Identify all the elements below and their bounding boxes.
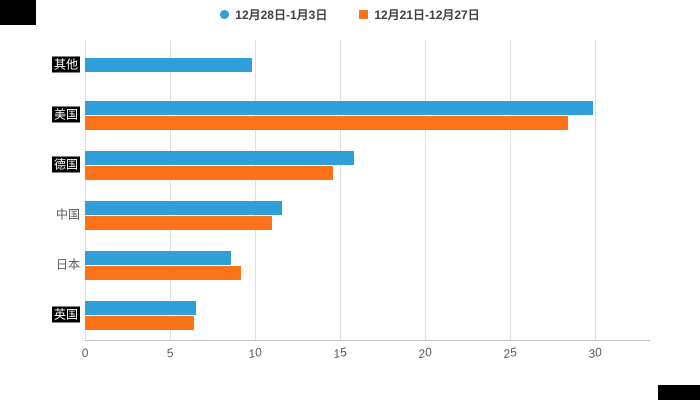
gridline xyxy=(170,40,171,340)
category-label-text: 德国 xyxy=(51,156,80,173)
category-label-text: 英国 xyxy=(51,306,80,323)
legend-label-series1: 12月28日-1月3日 xyxy=(235,8,328,22)
bar-series2 xyxy=(85,166,334,180)
legend-label-series2: 12月21日-12月27日 xyxy=(374,8,480,22)
bar-series1 xyxy=(85,101,594,115)
x-axis-tick-label: 10 xyxy=(247,344,263,362)
gridline xyxy=(85,40,86,340)
x-axis-tick-label: 20 xyxy=(417,344,433,362)
x-axis-tick-label: 0 xyxy=(80,345,90,361)
y-axis-category-label: 美国 xyxy=(0,106,80,124)
bar-series1 xyxy=(85,151,354,165)
legend-marker-circle-icon xyxy=(220,10,230,19)
legend-item-series1: 12月28日-1月3日 xyxy=(220,6,327,23)
y-axis-category-label: 德国 xyxy=(0,156,80,174)
category-label-text: 美国 xyxy=(51,106,80,123)
y-axis-category-label: 日本 xyxy=(0,257,80,274)
bar-series1 xyxy=(85,251,232,265)
category-label-text: 日本 xyxy=(55,257,80,272)
gridline xyxy=(595,40,596,340)
x-axis-line xyxy=(85,340,650,341)
bar-series2 xyxy=(85,266,242,280)
legend-item-series2: 12月21日-12月27日 xyxy=(359,6,480,23)
category-label-text: 其他 xyxy=(51,56,80,73)
gridline xyxy=(340,40,341,340)
x-axis-tick-label: 15 xyxy=(332,344,348,362)
bar-series2 xyxy=(85,116,568,130)
bar-series1 xyxy=(85,58,252,72)
bar-series1 xyxy=(85,301,196,315)
black-corner-overlay-top-left xyxy=(0,0,36,25)
bar-series2 xyxy=(85,316,194,330)
y-axis-category-label: 英国 xyxy=(0,306,80,324)
chart-legend: 12月28日-1月3日 12月21日-12月27日 xyxy=(0,6,700,23)
bar-series1 xyxy=(85,201,283,215)
x-axis-tick-label: 5 xyxy=(165,345,175,361)
gridline xyxy=(425,40,426,340)
legend-marker-square-icon xyxy=(359,10,369,19)
gridline xyxy=(255,40,256,340)
y-axis-category-label: 中国 xyxy=(0,207,80,224)
x-axis-tick-label: 30 xyxy=(587,344,603,362)
black-corner-overlay-bottom-right xyxy=(658,385,700,400)
x-axis-tick-label: 25 xyxy=(502,344,518,362)
bar-series2 xyxy=(85,216,272,230)
category-label-text: 中国 xyxy=(55,207,80,222)
gridline xyxy=(510,40,511,340)
y-axis-category-label: 其他 xyxy=(0,56,80,74)
